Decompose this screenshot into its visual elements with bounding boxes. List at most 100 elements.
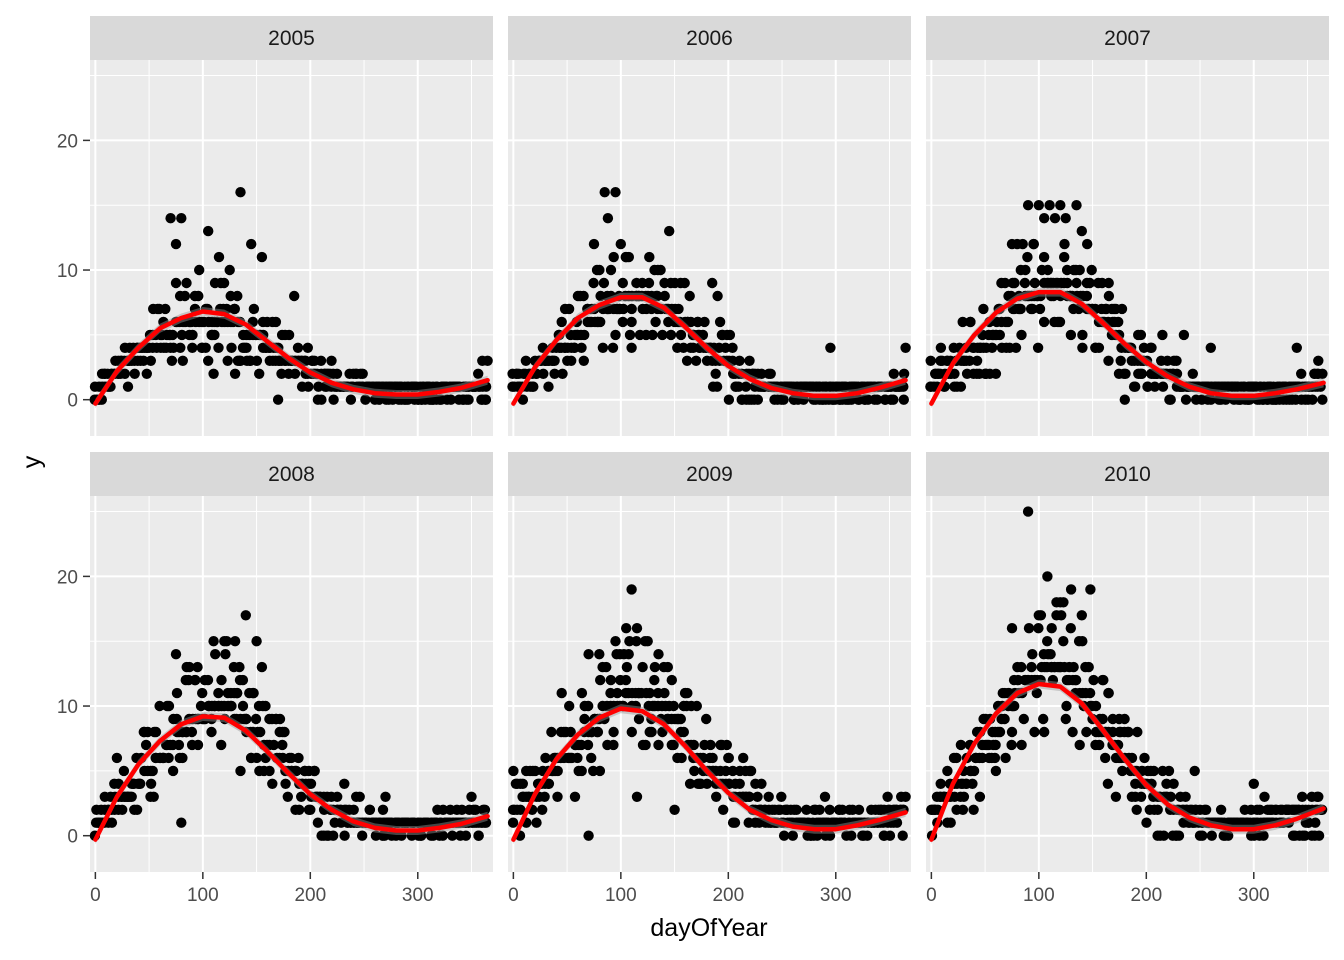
facet-strip <box>508 16 911 60</box>
data-point <box>1297 791 1308 802</box>
data-point <box>710 368 721 379</box>
data-point <box>631 623 643 634</box>
data-point <box>373 394 385 405</box>
data-point <box>898 368 910 379</box>
data-point <box>1128 381 1140 392</box>
data-point <box>652 290 663 302</box>
x-tick-label: 100 <box>187 885 219 906</box>
data-point <box>1006 726 1018 738</box>
data-point <box>135 778 146 789</box>
data-point <box>1093 342 1105 353</box>
x-tick-label: 100 <box>605 885 637 906</box>
data-point <box>1009 277 1020 289</box>
data-point <box>1029 726 1040 738</box>
data-point <box>1038 251 1050 263</box>
data-point <box>260 700 271 712</box>
data-point <box>543 778 554 789</box>
data-point <box>605 674 616 686</box>
data-point <box>1291 342 1303 353</box>
data-point <box>1197 830 1208 841</box>
data-point <box>945 817 956 828</box>
data-point <box>256 251 268 263</box>
data-point <box>898 381 909 392</box>
data-point <box>592 726 604 738</box>
data-point <box>226 342 237 353</box>
data-point <box>678 342 689 353</box>
data-point <box>1039 726 1050 738</box>
data-point <box>618 303 629 315</box>
data-point <box>1027 649 1038 660</box>
data-point <box>1068 661 1079 673</box>
data-point <box>994 726 1006 738</box>
data-point <box>1067 726 1078 738</box>
data-point <box>679 277 690 289</box>
data-point <box>171 687 183 699</box>
data-point <box>990 739 1001 751</box>
data-point <box>594 649 605 660</box>
data-point <box>1114 726 1125 738</box>
data-point <box>148 791 159 802</box>
data-point <box>171 713 182 725</box>
data-point <box>801 804 812 815</box>
data-point <box>617 277 628 289</box>
data-point <box>226 700 237 712</box>
data-point <box>642 636 653 647</box>
data-point <box>724 329 736 341</box>
data-point <box>255 726 266 738</box>
data-point <box>305 778 317 789</box>
data-point <box>163 700 175 712</box>
y-axis-title: y <box>18 455 46 468</box>
data-point <box>1086 264 1097 276</box>
data-point <box>119 368 130 379</box>
data-point <box>691 700 702 712</box>
data-point <box>209 329 220 341</box>
data-point <box>302 342 313 353</box>
data-point <box>111 752 123 764</box>
data-point <box>246 238 257 250</box>
data-point <box>666 674 677 686</box>
data-point <box>106 817 118 828</box>
data-point <box>1103 687 1114 699</box>
data-point <box>138 355 149 366</box>
data-point <box>538 368 549 379</box>
data-point <box>1019 277 1031 289</box>
data-point <box>1044 200 1055 211</box>
data-point <box>224 264 235 276</box>
data-point <box>1141 817 1152 828</box>
facet-strip <box>90 452 493 496</box>
data-point <box>744 791 755 802</box>
data-point <box>480 381 492 392</box>
data-point <box>955 381 967 392</box>
data-point <box>957 316 968 328</box>
facet-panel-2009: 2009 <box>507 452 911 872</box>
data-point <box>744 765 755 777</box>
data-point <box>170 277 182 289</box>
data-point <box>583 700 594 712</box>
panel-background <box>508 496 911 872</box>
facet-strip-label: 2010 <box>1104 463 1151 486</box>
data-point <box>1074 264 1085 276</box>
data-point <box>565 726 576 738</box>
data-point <box>181 661 192 673</box>
data-point <box>723 752 734 764</box>
data-point <box>229 303 240 315</box>
panel-background <box>926 60 1329 436</box>
data-point <box>601 661 612 673</box>
data-point <box>292 342 304 353</box>
data-point <box>150 726 162 738</box>
data-point <box>608 739 619 751</box>
data-point <box>653 739 664 751</box>
data-point <box>1117 765 1128 777</box>
data-point <box>733 381 744 392</box>
data-point <box>714 316 726 328</box>
data-point <box>537 804 548 815</box>
data-point <box>305 804 316 815</box>
data-point <box>282 791 293 802</box>
data-point <box>942 765 953 777</box>
data-point <box>1077 342 1088 353</box>
data-point <box>1033 610 1045 621</box>
data-point <box>254 368 265 379</box>
data-point <box>117 804 128 815</box>
data-point <box>659 687 670 699</box>
data-point <box>145 778 157 789</box>
